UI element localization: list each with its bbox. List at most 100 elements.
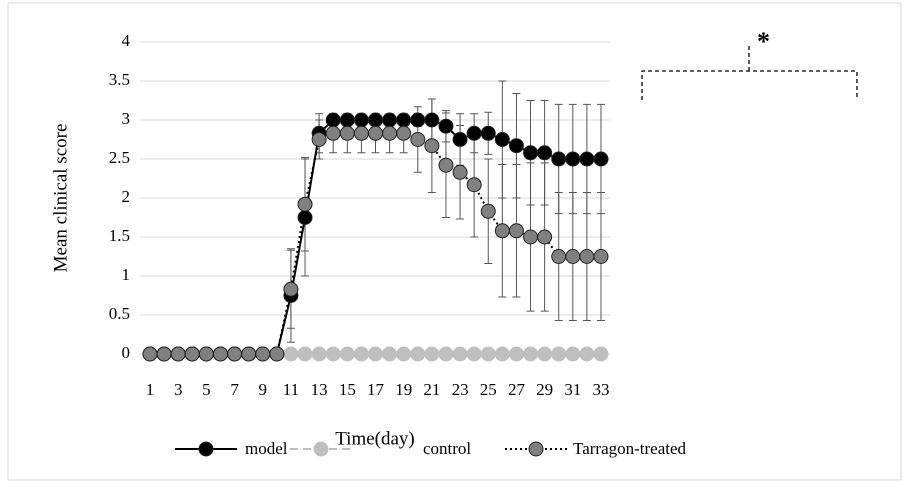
data-point [466,346,482,362]
data-point [424,138,440,154]
y-tick-label: 4 [122,31,131,50]
data-point [523,346,539,362]
legend-marker [313,441,329,457]
data-point [368,112,383,128]
y-tick-label: 2.5 [109,148,130,167]
data-point [438,118,454,134]
data-point [283,346,299,362]
y-tick-label: 1.5 [109,226,130,245]
data-point [593,151,609,167]
data-point [325,125,341,141]
data-point [297,210,313,225]
data-point [452,132,468,147]
frame [7,2,902,481]
data-point [212,346,228,362]
data-point [466,177,482,193]
y-tick-label: 2 [122,187,131,206]
data-point [480,125,496,141]
legend-marker [198,441,214,457]
data-point [142,346,158,362]
x-tick-label: 3 [174,380,183,399]
y-axis-title: Mean clinical score [50,124,71,273]
data-point [382,125,398,141]
data-point [325,112,341,128]
data-point [565,151,581,167]
data-point [227,346,243,362]
data-point [255,346,271,362]
legend-label: model [245,439,288,458]
x-tick-label: 13 [311,380,328,399]
x-tick-label: 17 [367,380,385,399]
data-point [537,145,553,161]
data-point [170,346,186,362]
data-point [424,112,440,128]
x-tick-label: 5 [202,380,211,399]
x-tick-label: 9 [259,380,268,399]
data-point [368,125,383,141]
annotation: * [757,27,770,56]
data-point [480,346,496,362]
data-point [424,346,440,362]
data-point [269,346,285,362]
data-point [396,125,412,141]
x-tick-label: 29 [536,380,553,399]
data-point [339,112,355,128]
data-point [508,138,524,154]
data-point [311,132,327,147]
data-point [368,346,383,362]
data-point [382,346,398,362]
data-point [593,249,609,264]
x-tick-label: 1 [146,380,155,399]
x-tick-label: 27 [508,380,526,399]
x-axis-title: Time(day) [335,428,415,449]
data-point [297,196,313,212]
x-tick-label: 11 [283,380,299,399]
data-point [396,112,412,128]
data-point [508,223,524,239]
data-point [198,346,214,362]
x-tick-label: 33 [593,380,610,399]
x-tick-label: 23 [452,380,469,399]
data-point [579,151,595,167]
data-point [283,281,299,297]
data-point [339,346,355,362]
data-point [494,346,510,362]
data-point [184,346,200,362]
x-tick-label: 15 [339,380,356,399]
x-tick-label: 21 [423,380,440,399]
data-point [353,346,369,362]
data-point [241,346,257,362]
y-tick-label: 0.5 [109,304,130,323]
data-point [551,346,567,362]
data-point [396,346,412,362]
data-point [410,112,426,128]
legend-label: Tarragon-treated [573,439,687,458]
data-point [297,346,313,362]
data-point [494,223,510,239]
data-point [579,346,595,362]
data-point [551,249,567,264]
data-point [156,346,172,362]
significance-bracket [641,45,858,100]
x-tick-label: 19 [395,380,412,399]
data-point [593,346,609,362]
x-tick-label: 31 [564,380,581,399]
data-point [438,157,454,173]
data-point [452,164,468,180]
data-point [353,125,369,141]
data-point [353,112,369,128]
data-point [325,346,341,362]
data-point [382,112,398,128]
y-tick-label: 1 [122,265,131,284]
data-point [410,132,426,147]
data-point [523,229,539,245]
data-point [579,249,595,264]
data-point [339,125,355,141]
legend-label: control [423,439,471,458]
y-tick-label: 0 [122,343,131,362]
data-point [480,203,496,219]
data-point [438,346,454,362]
y-tick-label: 3.5 [109,70,130,89]
x-tick-label: 7 [230,380,239,399]
data-point [466,125,482,141]
